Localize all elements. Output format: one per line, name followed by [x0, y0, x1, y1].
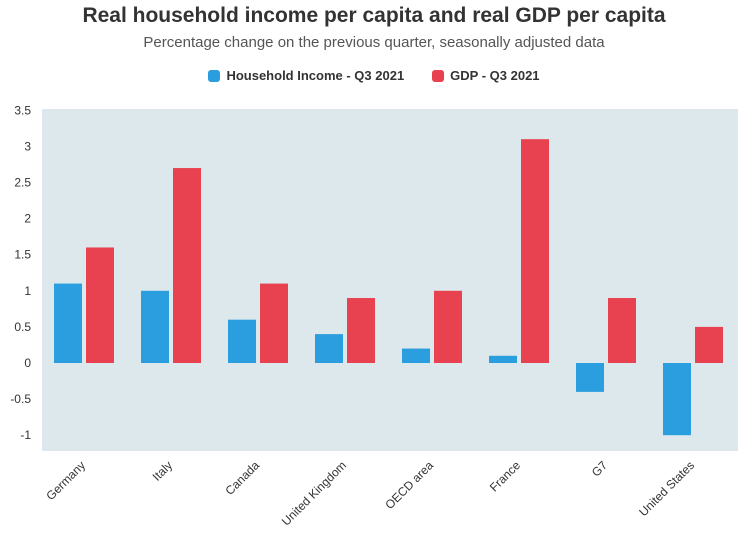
- bar-gdp-canada: [260, 283, 288, 363]
- x-tick-label: Germany: [43, 458, 88, 503]
- y-tick-label: -0.5: [10, 392, 31, 406]
- chart-subtitle: Percentage change on the previous quarte…: [143, 34, 605, 51]
- bar-gdp-oecd-area: [434, 290, 462, 363]
- y-tick-label: 0.5: [14, 320, 31, 334]
- bar-gdp-united-kingdom: [347, 298, 375, 363]
- y-tick-label: 3.5: [14, 103, 31, 117]
- plot-background: [42, 109, 738, 451]
- x-tick-label: Italy: [150, 458, 175, 483]
- bar-gdp-germany: [86, 247, 114, 363]
- bar-gdp-united-states: [695, 326, 723, 363]
- bar-household-canada: [228, 319, 256, 363]
- x-tick-label: Canada: [222, 458, 262, 498]
- y-tick-label: 2: [24, 212, 31, 226]
- bar-household-united-states: [663, 363, 691, 436]
- y-tick-label: 1: [24, 284, 31, 298]
- y-tick-label: 1.5: [14, 248, 31, 262]
- bar-household-united-kingdom: [315, 334, 343, 363]
- y-tick-label: 0: [24, 356, 31, 370]
- legend-label-gdp: GDP - Q3 2021: [450, 68, 540, 83]
- x-tick-label: United Kingdom: [279, 458, 349, 528]
- x-tick-label: France: [487, 458, 524, 495]
- bar-household-oecd-area: [402, 348, 430, 363]
- chart-title: Real household income per capita and rea…: [82, 4, 666, 27]
- legend: Household Income - Q3 2021 GDP - Q3 2021: [0, 68, 748, 83]
- x-tick-label: United States: [636, 458, 697, 519]
- legend-item-household[interactable]: Household Income - Q3 2021: [208, 68, 404, 83]
- legend-swatch-gdp: [432, 69, 445, 82]
- legend-label-household: Household Income - Q3 2021: [226, 68, 405, 83]
- legend-swatch-household: [208, 69, 221, 82]
- bar-gdp-g7: [608, 298, 636, 363]
- legend-item-gdp[interactable]: GDP - Q3 2021: [432, 68, 540, 83]
- bar-gdp-france: [521, 139, 549, 363]
- y-tick-label: 3: [24, 139, 31, 153]
- y-tick-label: 2.5: [14, 176, 31, 190]
- bar-household-france: [489, 355, 517, 363]
- y-tick-label: -1: [20, 428, 31, 442]
- x-tick-label: OECD area: [382, 458, 436, 512]
- bar-gdp-italy: [173, 168, 201, 363]
- bar-household-g7: [576, 363, 604, 392]
- x-tick-label: G7: [589, 458, 610, 479]
- bar-household-italy: [141, 290, 169, 363]
- bar-household-germany: [54, 283, 82, 363]
